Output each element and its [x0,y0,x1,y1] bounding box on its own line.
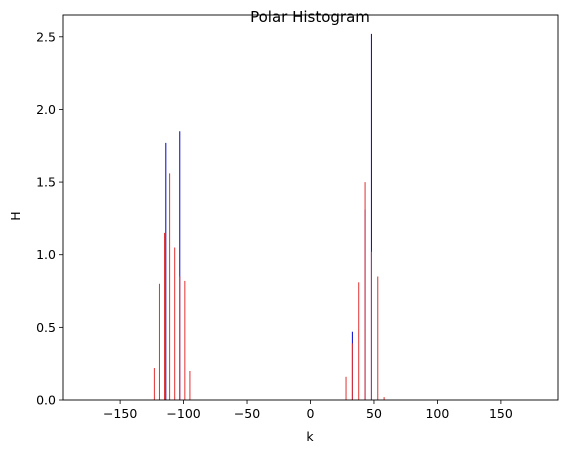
y-tick-label: 2.5 [36,29,56,44]
y-tick-label: 1.5 [36,175,56,190]
y-tick-label: 0.0 [36,393,56,408]
y-tick-label: 0.5 [36,320,56,335]
plot-frame [62,14,559,401]
x-tick-label: 0 [307,406,315,421]
x-tick-label: 50 [366,406,382,421]
x-tick-label: 150 [489,406,513,421]
x-tick-label: −50 [234,406,260,421]
x-tick-label: −100 [166,406,200,421]
ticks-layer: −150 −100 −50 0 50 100 150 0.0 0.5 1.0 1.5 2.0 2.5 [36,29,513,421]
x-tick-label: −150 [103,406,137,421]
x-axis-label: k [306,429,314,444]
y-tick-label: 1.0 [36,247,56,262]
chart-title: Polar Histogram [250,8,370,26]
x-tick-label: 100 [425,406,449,421]
bars-layer [153,33,385,400]
y-axis-label: H [8,211,23,220]
y-tick-label: 2.0 [36,102,56,117]
